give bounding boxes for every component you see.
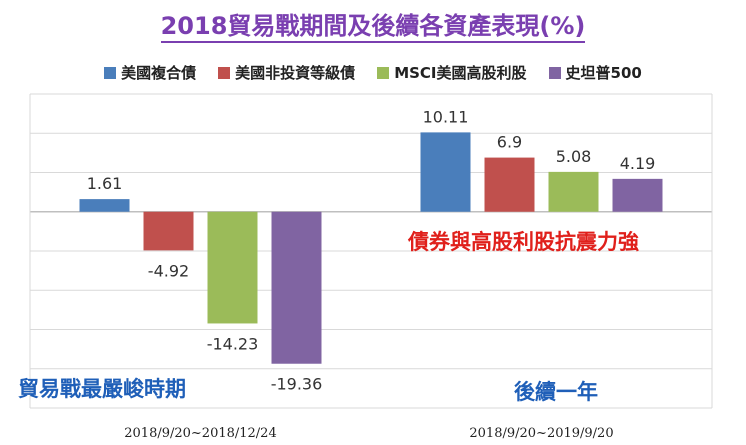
data-label: -14.23 [207, 334, 259, 353]
legend-item-high-yield: 美國非投資等級債 [218, 62, 355, 83]
annotation-following-year: 後續一年 [514, 380, 598, 404]
bar [271, 211, 322, 364]
data-label: 5.08 [556, 147, 592, 166]
x-category-label: 2018/9/20~2019/9/20 [469, 426, 613, 441]
data-label: -4.92 [148, 261, 189, 280]
bar [143, 211, 194, 251]
bar [612, 178, 663, 212]
legend-label-agg-bond: 美國複合債 [121, 64, 197, 82]
legend-swatch-high-yield [218, 66, 231, 79]
legend-label-high-yield: 美國非投資等級債 [235, 64, 356, 82]
legend-swatch-agg-bond [104, 66, 117, 79]
data-label: 1.61 [87, 174, 123, 193]
data-label: 4.19 [620, 154, 656, 173]
legend-swatch-high-dividend [377, 66, 390, 79]
legend-item-high-dividend: MSCI美國高股利股 [377, 62, 527, 83]
x-category-label: 2018/9/20~2018/12/24 [124, 426, 276, 441]
bar [548, 171, 599, 212]
chart-title-text: 2018貿易戰期間及後續各資產表現(%) [160, 12, 586, 43]
legend-item-agg-bond: 美國複合債 [104, 62, 196, 83]
bar [420, 132, 471, 212]
data-label: -19.36 [271, 375, 323, 394]
legend-swatch-sp500 [548, 66, 561, 79]
legend-item-sp500: 史坦普500 [548, 62, 642, 83]
bar [484, 157, 535, 212]
legend-label-high-dividend: MSCI美國高股利股 [394, 64, 527, 82]
annotation-trade-war-period: 貿易戰最嚴峻時期 [18, 377, 186, 401]
chart-title: 2018貿易戰期間及後續各資產表現(%) [0, 6, 746, 43]
data-label: 6.9 [497, 133, 522, 152]
bar [207, 211, 258, 324]
legend-label-sp500: 史坦普500 [565, 64, 642, 82]
annotation-bond-resilience: 債券與高股利股抗震力強 [408, 230, 639, 254]
data-label: 10.11 [423, 107, 469, 126]
legend: 美國複合債 美國非投資等級債 MSCI美國高股利股 史坦普500 [0, 62, 746, 83]
bar [79, 199, 130, 212]
